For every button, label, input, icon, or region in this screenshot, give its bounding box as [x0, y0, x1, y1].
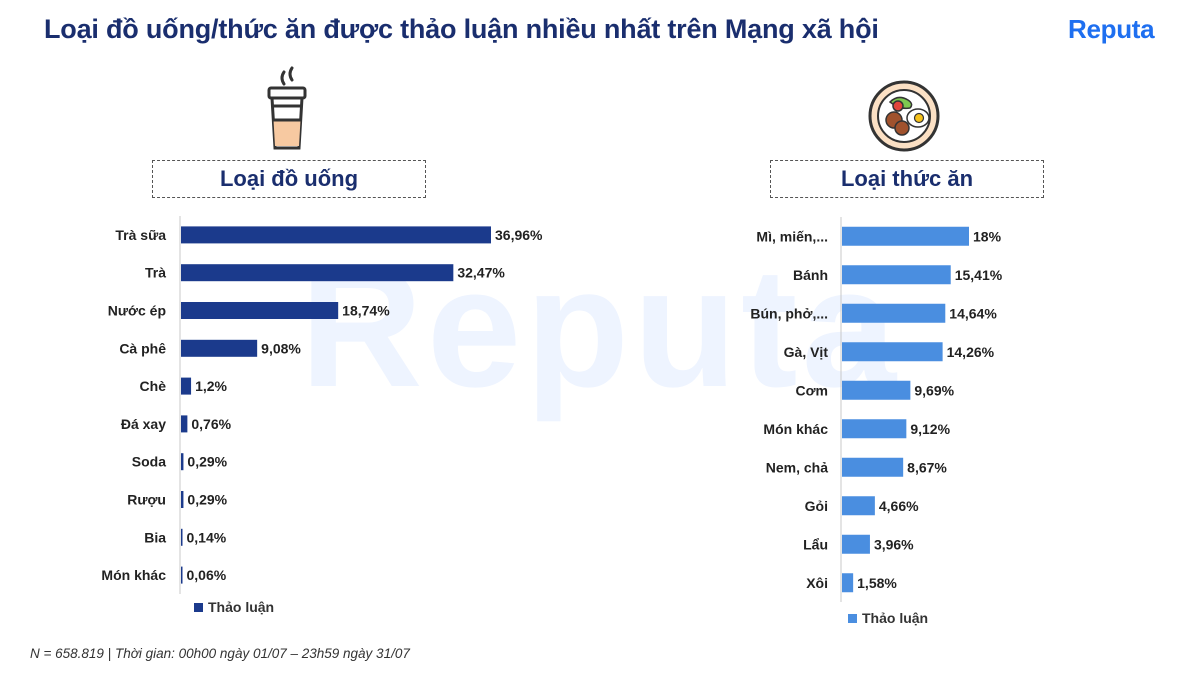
drink-bar	[181, 528, 183, 546]
drink-category-label: Đá xay	[121, 416, 166, 432]
food-category-label: Món khác	[763, 421, 828, 437]
drink-value-label: 0,29%	[187, 492, 227, 508]
food-value-label: 15,41%	[955, 267, 1003, 283]
drink-category-label: Cà phê	[119, 340, 166, 356]
drink-bar	[181, 226, 491, 244]
brand-logo: Reputa	[1068, 14, 1155, 44]
food-legend-swatch	[848, 614, 857, 623]
food-value-label: 14,26%	[947, 344, 995, 360]
drink-legend-swatch	[194, 603, 203, 612]
food-legend-label: Thảo luận	[862, 610, 928, 626]
food-value-label: 3,96%	[874, 536, 914, 552]
drink-value-label: 9,08%	[261, 340, 301, 356]
drink-category-label: Rượu	[127, 492, 166, 508]
food-value-label: 18%	[973, 228, 1002, 244]
drink-category-label: Trà sữa	[115, 227, 166, 243]
food-plate-icon	[868, 80, 940, 152]
food-panel-title: Loại thức ăn	[770, 160, 1044, 198]
drink-value-label: 0,29%	[187, 454, 227, 470]
food-bar	[842, 534, 870, 554]
food-value-label: 9,69%	[914, 382, 954, 398]
food-value-label: 9,12%	[910, 421, 950, 437]
drink-bar	[181, 302, 339, 319]
drink-bar	[181, 339, 258, 357]
drink-category-label: Chè	[140, 378, 167, 394]
drink-category-label: Món khác	[101, 567, 166, 583]
drink-bar	[181, 264, 454, 282]
drink-value-label: 18,74%	[342, 303, 390, 319]
food-bar	[842, 496, 875, 516]
food-category-label: Bún, phở,...	[750, 305, 828, 321]
drink-bar	[181, 377, 192, 395]
coffee-cup-icon	[267, 66, 307, 150]
food-bar	[842, 265, 951, 285]
food-bar	[842, 226, 969, 246]
drink-bar	[181, 566, 183, 584]
food-bar	[842, 457, 904, 477]
drink-value-label: 0,76%	[191, 416, 231, 432]
food-category-label: Lẩu	[803, 536, 828, 552]
drink-bar	[181, 453, 184, 471]
drink-bar	[181, 415, 188, 433]
food-category-label: Bánh	[793, 267, 828, 283]
food-value-label: 4,66%	[879, 498, 919, 514]
food-value-label: 1,58%	[857, 575, 897, 591]
food-category-label: Xôi	[806, 575, 828, 591]
drink-category-label: Nước ép	[108, 303, 166, 319]
food-category-label: Cơm	[795, 382, 828, 398]
food-value-label: 14,64%	[949, 305, 997, 321]
drink-bar	[181, 491, 184, 508]
food-bar	[842, 419, 907, 439]
drink-value-label: 0,06%	[187, 567, 227, 583]
drink-value-label: 32,47%	[457, 265, 505, 281]
food-bar	[842, 342, 943, 362]
food-bar	[842, 573, 854, 593]
page-title: Loại đồ uống/thức ăn được thảo luận nhiề…	[44, 14, 879, 44]
drink-category-label: Soda	[132, 454, 166, 470]
food-category-label: Nem, chả	[766, 459, 828, 475]
food-category-label: Mì, miến,...	[756, 228, 828, 244]
drink-panel-title: Loại đồ uống	[152, 160, 426, 198]
drink-value-label: 36,96%	[495, 227, 543, 243]
food-value-label: 8,67%	[907, 459, 947, 475]
food-bar	[842, 303, 946, 323]
drink-value-label: 1,2%	[195, 378, 227, 394]
food-category-label: Gà, Vịt	[784, 344, 829, 360]
drink-category-label: Trà	[145, 265, 166, 281]
drink-legend-label: Thảo luận	[208, 599, 274, 615]
drink-value-label: 0,14%	[187, 529, 227, 545]
footnote: N = 658.819 | Thời gian: 00h00 ngày 01/0…	[30, 646, 410, 661]
drink-category-label: Bia	[144, 529, 166, 545]
food-category-label: Gỏi	[805, 498, 828, 514]
food-bar	[842, 380, 911, 400]
